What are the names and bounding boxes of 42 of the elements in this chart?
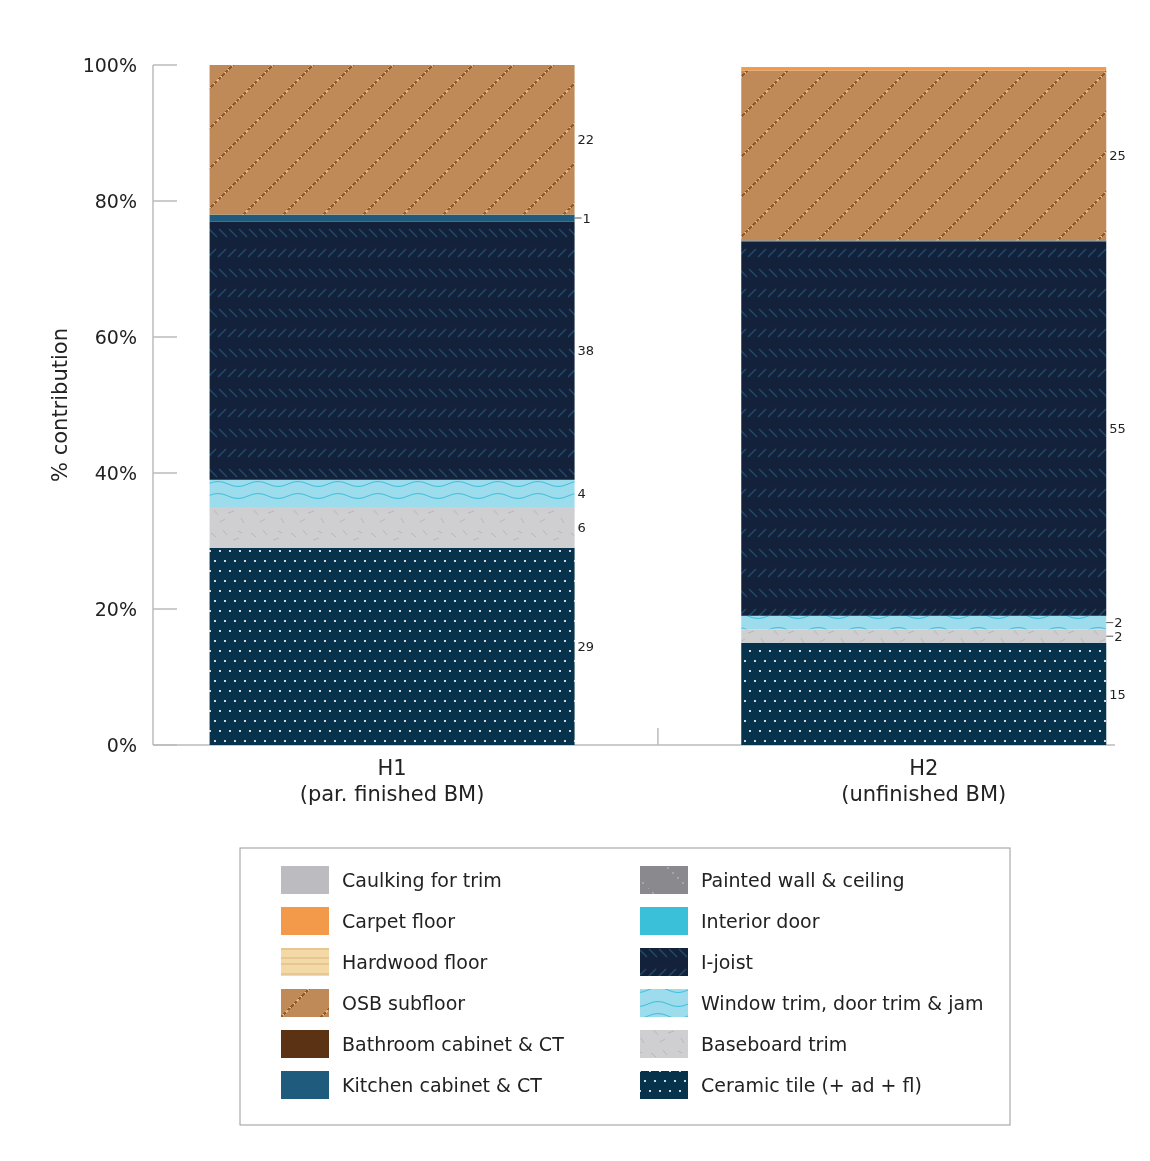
data-label: 38 xyxy=(577,343,595,359)
legend-label: Kitchen cabinet & CT xyxy=(342,1073,543,1096)
bar xyxy=(741,629,1107,643)
legend-label: I-joist xyxy=(701,950,753,973)
legend-label: OSB subfloor xyxy=(342,991,466,1014)
bar xyxy=(741,643,1107,745)
bar xyxy=(741,615,1107,630)
y-tick-label: 80% xyxy=(94,189,137,212)
bar xyxy=(209,479,575,507)
bar xyxy=(741,241,1107,616)
legend-label: Caulking for trim xyxy=(342,868,502,891)
data-label: 2 xyxy=(1114,615,1123,631)
bar xyxy=(209,65,575,215)
data-label: 55 xyxy=(1109,421,1126,437)
legend-label: Bathroom cabinet & CT xyxy=(342,1032,565,1055)
bar xyxy=(741,70,1107,241)
bar xyxy=(209,507,575,548)
legend-label: Window trim, door trim & jam xyxy=(701,991,984,1014)
bar xyxy=(209,221,575,480)
data-label: 29 xyxy=(577,638,595,654)
y-tick-label: 40% xyxy=(94,461,137,484)
data-label: 4 xyxy=(577,485,586,501)
legend-label: Interior door xyxy=(701,909,820,932)
legend-label: Baseboard trim xyxy=(701,1032,848,1055)
y-axis-title: % contribution xyxy=(48,328,72,482)
y-tick-label: 60% xyxy=(94,325,137,348)
data-label: 22 xyxy=(577,132,595,148)
x-tick-label: H2 (unfinished BM) xyxy=(841,756,1007,806)
y-tick-label: 0% xyxy=(106,733,137,756)
y-tick-label: 100% xyxy=(82,53,137,76)
data-label: 1 xyxy=(582,210,591,226)
legend-label: Carpet floor xyxy=(342,909,456,932)
legend-label: Ceramic tile (+ ad + fl) xyxy=(701,1073,922,1096)
data-label: 6 xyxy=(577,519,586,535)
bar xyxy=(209,547,575,745)
data-label: 15 xyxy=(1109,686,1126,702)
legend-label: Hardwood floor xyxy=(342,950,488,973)
data-label: 2 xyxy=(1114,628,1123,644)
x-tick-label: H1 (par. finished BM) xyxy=(299,756,485,806)
data-label: 25 xyxy=(1109,147,1126,163)
y-tick-label: 20% xyxy=(94,597,137,620)
legend-label: Painted wall & ceiling xyxy=(701,868,905,891)
